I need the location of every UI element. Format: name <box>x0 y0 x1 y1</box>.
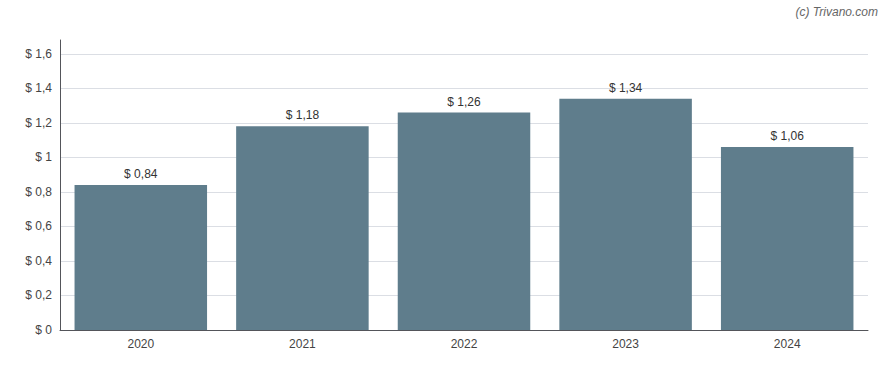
svg-text:2024: 2024 <box>774 337 801 351</box>
svg-text:$ 0,4: $ 0,4 <box>25 254 52 268</box>
svg-text:$ 1,6: $ 1,6 <box>25 47 52 61</box>
svg-text:$ 1,18: $ 1,18 <box>286 108 320 122</box>
svg-text:$ 0,6: $ 0,6 <box>25 219 52 233</box>
svg-text:2023: 2023 <box>612 337 639 351</box>
svg-text:$ 1,06: $ 1,06 <box>771 129 805 143</box>
svg-text:$ 0,8: $ 0,8 <box>25 185 52 199</box>
svg-text:$ 1,34: $ 1,34 <box>609 81 643 95</box>
svg-text:2020: 2020 <box>127 337 154 351</box>
svg-text:$ 0,84: $ 0,84 <box>124 167 158 181</box>
svg-text:$ 0,2: $ 0,2 <box>25 288 52 302</box>
svg-text:$ 1,4: $ 1,4 <box>25 81 52 95</box>
svg-text:$ 1: $ 1 <box>35 150 52 164</box>
svg-text:2022: 2022 <box>451 337 478 351</box>
svg-text:$ 0: $ 0 <box>35 323 52 337</box>
svg-text:$ 1,2: $ 1,2 <box>25 116 52 130</box>
svg-text:(c) Trivano.com: (c) Trivano.com <box>796 5 878 19</box>
svg-text:$ 1,26: $ 1,26 <box>447 95 481 109</box>
svg-text:2021: 2021 <box>289 337 316 351</box>
